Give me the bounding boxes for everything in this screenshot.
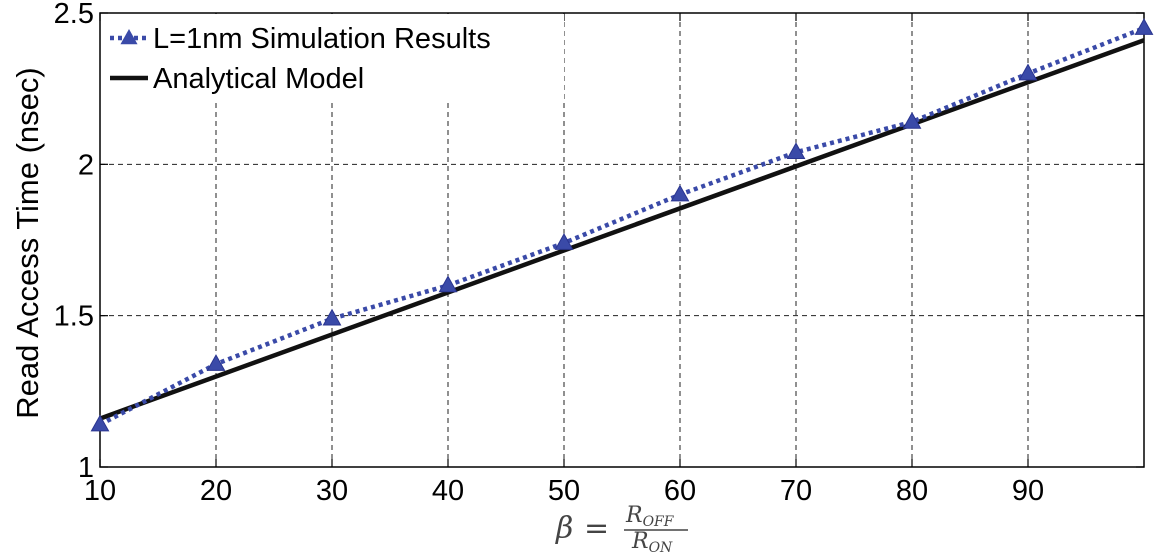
- simulation-point-marker: [786, 142, 806, 160]
- simulation-point-marker: [670, 184, 690, 202]
- simulation-point-marker: [206, 354, 226, 371]
- simulation-point-marker: [438, 275, 458, 293]
- simulation-point-marker: [554, 233, 574, 250]
- simulation-point-marker: [90, 414, 110, 432]
- x-tick-label: 50: [548, 475, 580, 507]
- legend-swatch-simulation-marker: [120, 29, 138, 45]
- data-series: [90, 18, 1154, 432]
- simulation-point-marker: [902, 111, 922, 129]
- x-axis-label-equals: =: [584, 511, 609, 546]
- x-tick-label: 90: [1012, 475, 1044, 507]
- x-axis-label-numerator: ROFF: [625, 503, 675, 530]
- simulation-point-marker: [1018, 63, 1038, 81]
- x-tick-label: 30: [316, 475, 348, 507]
- x-tick-label: 80: [896, 475, 928, 507]
- legend-items: L=1nm Simulation Results Analytical Model: [110, 23, 491, 95]
- series-line-simulation: [98, 26, 1145, 427]
- x-axis-label-denominator-base: R: [631, 529, 649, 554]
- y-tick-label: 1.5: [54, 301, 94, 333]
- x-axis-label-denominator-sub: ON: [649, 540, 673, 555]
- axis-ticks: 10 20 30 40 50 60 70 80 90 1 1.5 2 2.5: [54, 0, 1144, 507]
- x-tick-label: 70: [780, 475, 812, 507]
- legend-label: L=1nm Simulation Results: [153, 23, 491, 55]
- x-axis-label: β = ROFF RON: [555, 503, 688, 555]
- simulation-point-marker: [322, 308, 342, 326]
- x-axis-label-numerator-base: R: [625, 503, 643, 528]
- legend-label: Analytical Model: [153, 63, 364, 95]
- legend: L=1nm Simulation Results Analytical Model: [104, 14, 564, 100]
- legend-box: [104, 14, 564, 100]
- y-tick-label: 1: [78, 452, 94, 484]
- simulation-point-marker: [1134, 18, 1154, 35]
- x-tick-label: 60: [664, 475, 696, 507]
- x-tick-label: 10: [84, 475, 116, 507]
- y-tick-label: 2: [78, 149, 94, 181]
- series-line-analytical-model: [99, 38, 1145, 421]
- x-axis-label-denominator: RON: [631, 529, 673, 555]
- y-axis-label: Read Access Time (nsec): [10, 67, 45, 418]
- y-tick-label: 2.5: [54, 0, 94, 30]
- x-tick-label: 40: [432, 475, 464, 507]
- x-tick-label: 20: [200, 475, 232, 507]
- plot-area-frame: [99, 12, 1145, 468]
- x-axis-label-beta: β: [555, 511, 573, 546]
- x-axis-label-numerator-sub: OFF: [643, 514, 675, 530]
